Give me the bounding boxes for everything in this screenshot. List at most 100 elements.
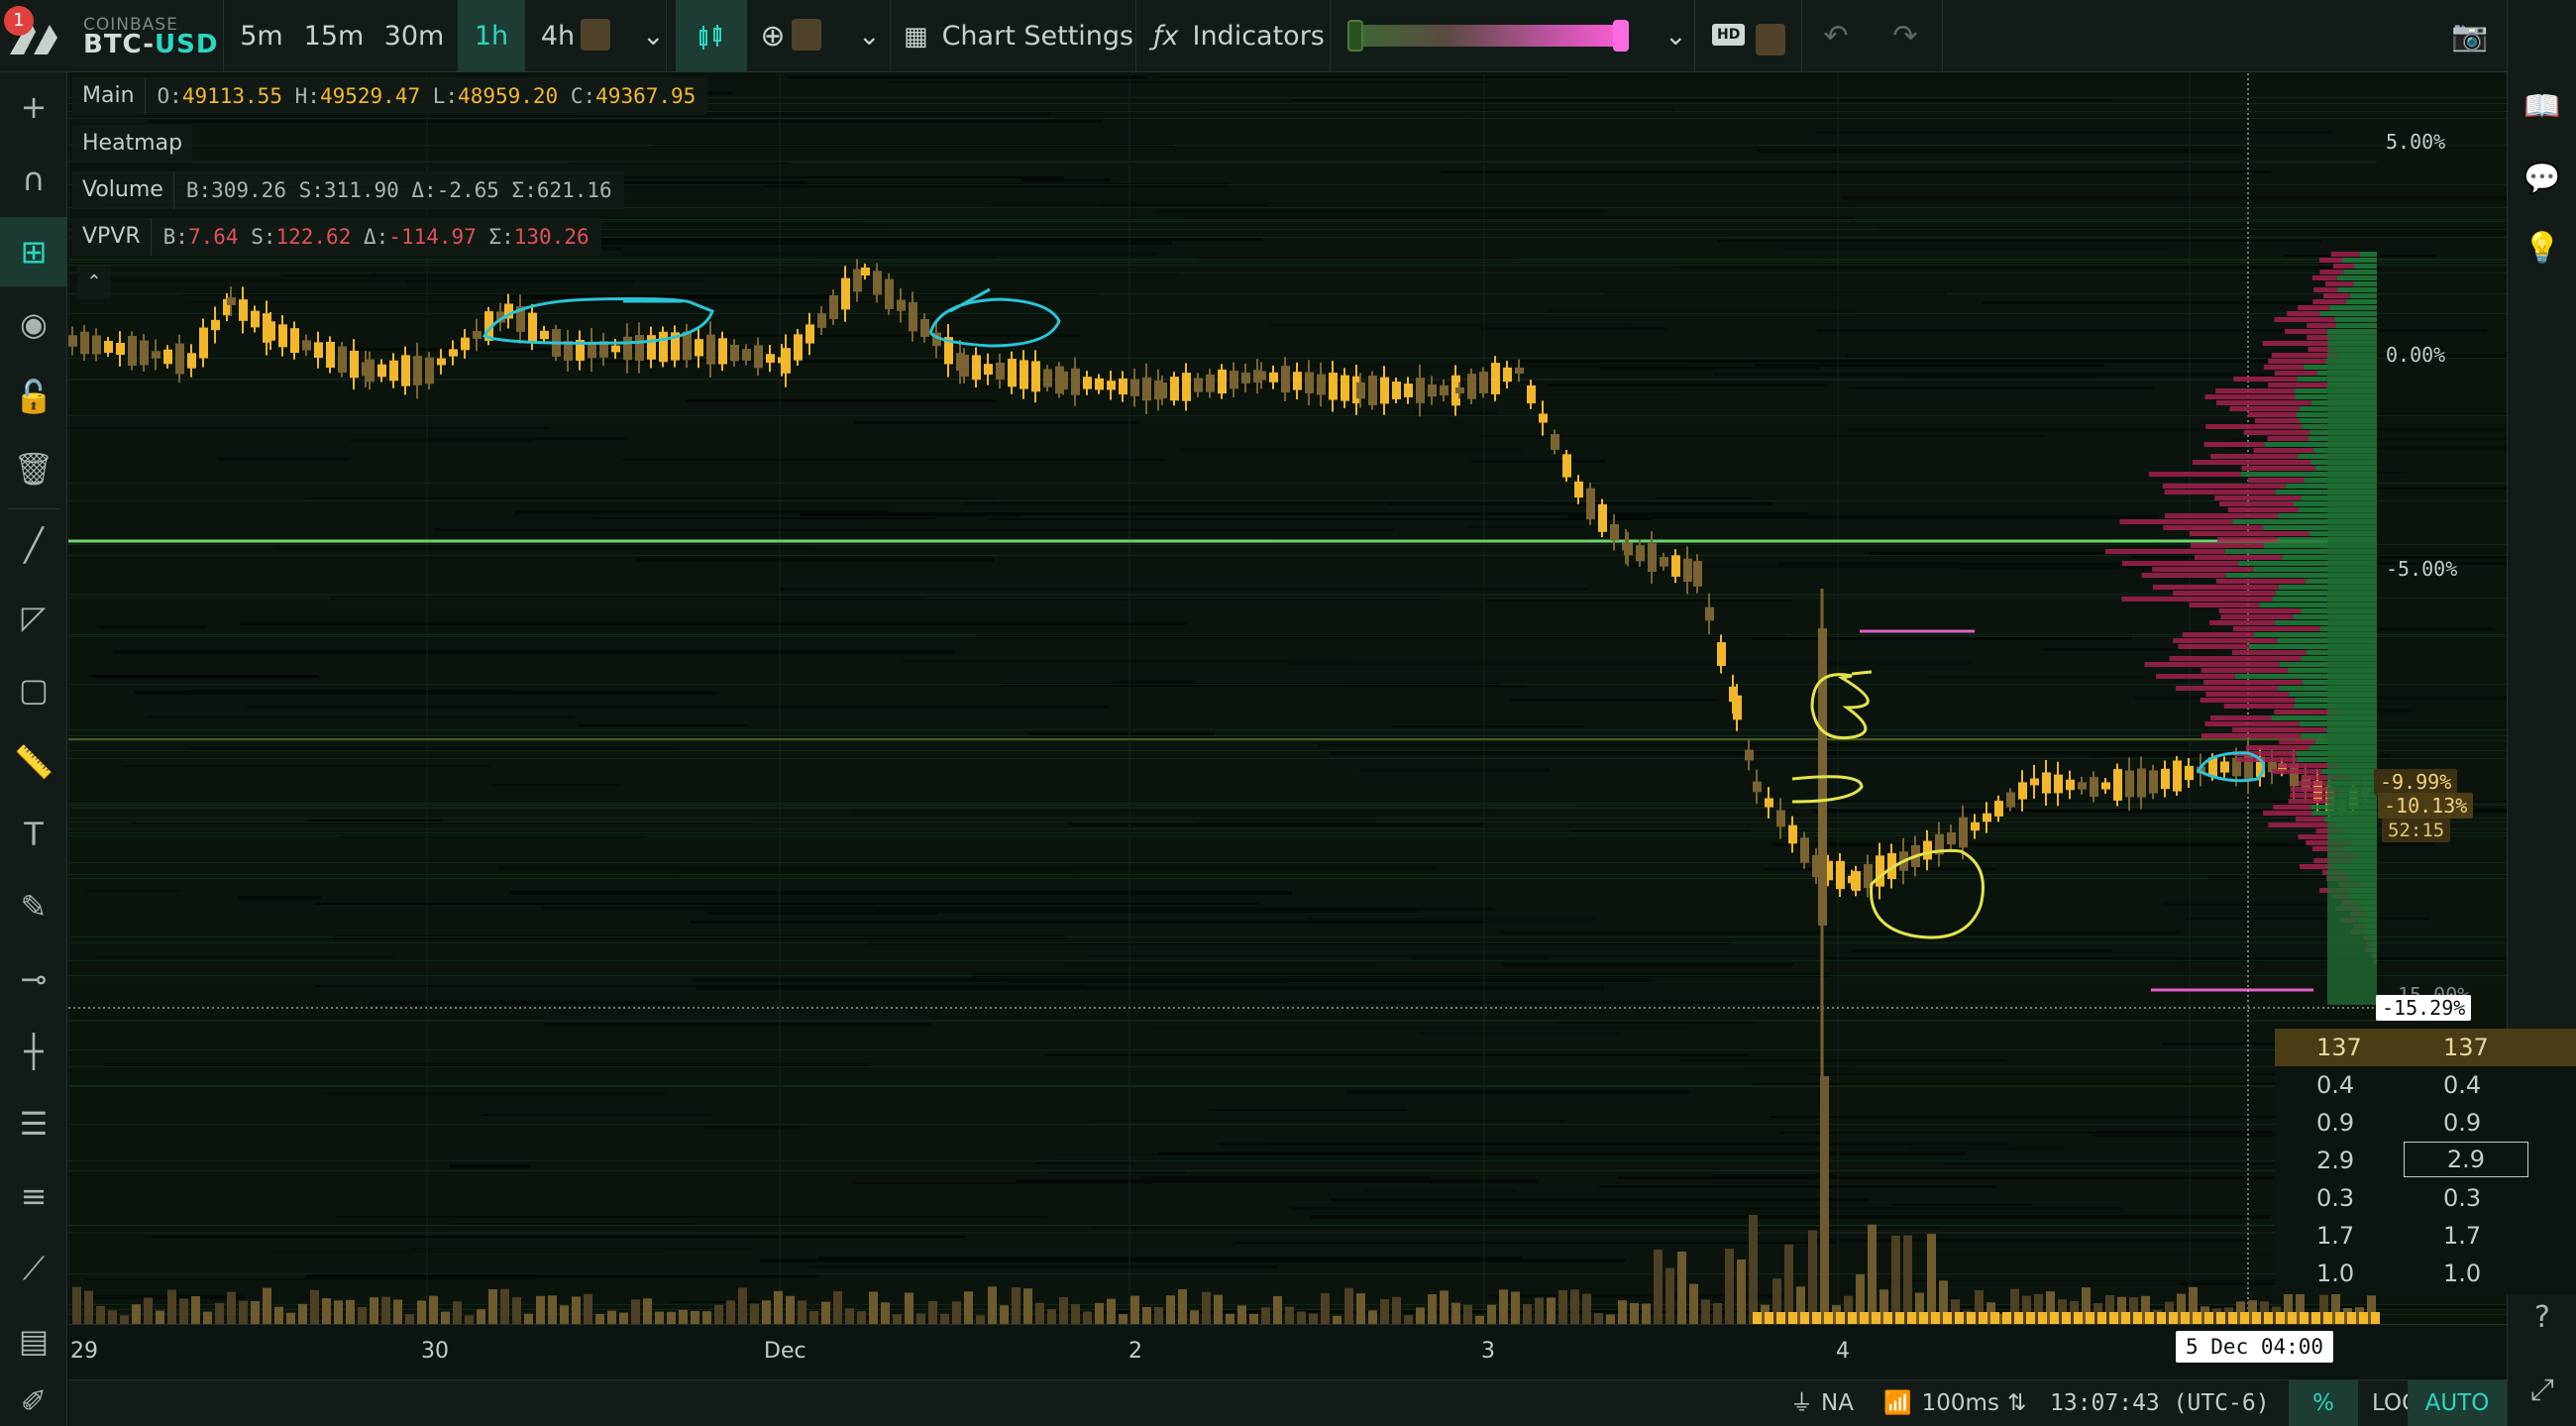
magnet-icon[interactable]: ∩ xyxy=(22,161,46,198)
volume-bar xyxy=(726,1300,735,1324)
chevron-down-icon[interactable]: ⌄ xyxy=(858,21,881,52)
heatmap-band xyxy=(1814,809,2507,813)
time-scale[interactable]: 29 30 Dec 2 3 4 xyxy=(68,1324,2507,1379)
order-book-table[interactable]: 137 137 0.4 0.4 0.9 0.9 2.9 2.9 0.3 0.3 1.7 1.… xyxy=(2275,1029,2576,1294)
layout-icon[interactable]: ⊕ xyxy=(751,0,830,72)
vpvr-bar-buy xyxy=(2336,275,2377,280)
region-indicator[interactable]: ⏚ NA xyxy=(1790,1380,1854,1426)
chat-icon[interactable]: 💬 xyxy=(2523,162,2561,196)
undo-icon[interactable]: ↶ xyxy=(1823,19,1849,54)
fib-fan-icon[interactable]: ◸ xyxy=(21,599,47,636)
indicators-button[interactable]: ƒx Indicators xyxy=(1153,0,1325,72)
heatmap-band xyxy=(407,545,807,547)
chevron-down-icon[interactable]: ⌄ xyxy=(642,21,665,52)
dom-cell: 137 xyxy=(2443,1034,2489,1061)
volume-bar xyxy=(1784,1244,1793,1324)
table-row[interactable]: 137 137 xyxy=(2275,1029,2576,1066)
volume-bar xyxy=(179,1298,188,1324)
slider-handle-low[interactable] xyxy=(1347,20,1363,52)
drawing-toolbar: + ∩ ⊞ ◉ 🔓 🗑 ╱ ◸ ▢ 📏 T ✎ ⊸ ┼ ☰ ≡ ⟋ ▤ ✐ xyxy=(0,72,67,1426)
volume-bar xyxy=(1237,1305,1246,1324)
volume-bar xyxy=(310,1289,319,1324)
percent-toggle[interactable]: % xyxy=(2289,1380,2358,1426)
timeframe-5m[interactable]: 5m xyxy=(240,21,283,52)
redo-icon[interactable]: ↷ xyxy=(1892,19,1918,54)
heatmap-band xyxy=(247,706,1109,709)
candle-body xyxy=(1745,749,1754,761)
text-icon[interactable]: T xyxy=(24,816,44,853)
heatmap-chart[interactable] xyxy=(68,73,2507,1324)
table-row[interactable]: 0.3 0.3 xyxy=(2275,1179,2576,1217)
vpvr-bar-buy xyxy=(2259,603,2377,607)
trash-icon[interactable]: 🗑 xyxy=(13,450,54,488)
candlestick-icon[interactable] xyxy=(676,0,747,72)
volume-bar xyxy=(1642,1303,1651,1324)
volume-bar-buy xyxy=(2240,1312,2249,1324)
candle-body xyxy=(2173,760,2182,792)
heatmap-band xyxy=(621,459,1165,461)
legend-heatmap[interactable]: Heatmap xyxy=(72,125,193,163)
volume-bar xyxy=(905,1292,913,1324)
notes-icon[interactable]: ▤ xyxy=(18,1322,50,1360)
hd-toggle[interactable]: HD xyxy=(1712,24,1746,46)
freehand-drawing xyxy=(928,287,1061,348)
list-icon[interactable]: ☰ xyxy=(19,1105,49,1143)
edit-icon[interactable]: ✐ xyxy=(20,1382,48,1420)
freehand-drawing xyxy=(2196,751,2266,783)
vpvr-delta-key: Δ: xyxy=(364,225,389,249)
volume-bar xyxy=(322,1298,331,1324)
ruler-icon[interactable]: 📏 xyxy=(14,743,54,781)
chart-settings-button[interactable]: ▦ Chart Settings xyxy=(904,0,1133,72)
heatmap-level xyxy=(68,111,2507,112)
latency-indicator[interactable]: 📶 100ms ⇅ xyxy=(1883,1380,2026,1426)
timeframe-1h[interactable]: 1h xyxy=(458,0,525,72)
order-book-icon[interactable]: ≡ xyxy=(20,1177,48,1215)
volume-bar-buy xyxy=(2347,1312,2356,1324)
heatmap-range-slider[interactable] xyxy=(1347,25,1627,47)
auto-toggle[interactable]: AUTO xyxy=(2408,1380,2507,1426)
help-icon[interactable]: ? xyxy=(2534,1300,2550,1335)
chevron-up-icon[interactable]: ⌃ xyxy=(77,266,111,299)
heatmap-band xyxy=(369,1001,689,1005)
timeframe-15m[interactable]: 15m xyxy=(303,21,365,52)
candle-body xyxy=(1671,555,1680,577)
heatmap-level xyxy=(68,960,2507,961)
legend-volume[interactable]: Volume B:309.26 S:311.90 Δ:-2.65 Σ:621.1… xyxy=(72,171,624,209)
book-icon[interactable]: 📖 xyxy=(2523,89,2561,124)
vertical-line-icon[interactable]: ┼ xyxy=(24,1033,44,1070)
table-row[interactable]: 2.9 2.9 xyxy=(2275,1142,2576,1179)
heatmap-tool-icon[interactable]: ⊞ xyxy=(0,217,67,286)
slider-handle-high[interactable] xyxy=(1613,20,1629,52)
camera-icon[interactable]: 📷 xyxy=(2451,19,2489,54)
candle-body xyxy=(1059,371,1068,390)
timeframe-30m[interactable]: 30m xyxy=(383,21,445,52)
table-row[interactable]: 0.9 0.9 xyxy=(2275,1104,2576,1142)
horizontal-ray-icon[interactable]: ⊸ xyxy=(20,960,48,998)
lightbulb-icon[interactable]: 💡 xyxy=(2523,231,2561,266)
vpvr-bar-sell xyxy=(2298,834,2330,839)
table-row[interactable]: 1.7 1.7 xyxy=(2275,1217,2576,1255)
vpvr-value-area xyxy=(2327,331,2377,1005)
pencil-line-icon[interactable]: ⟋ xyxy=(22,1250,46,1287)
timeframe-4h[interactable]: 4h xyxy=(531,0,620,72)
legend-vpvr[interactable]: VPVR B:7.64 S:122.62 Δ:-114.97 Σ:130.26 xyxy=(72,218,601,256)
chart-pane[interactable] xyxy=(68,73,2507,1379)
candle-body xyxy=(2256,756,2265,778)
rectangle-icon[interactable]: ▢ xyxy=(18,671,50,709)
candle-body xyxy=(817,313,826,328)
volume-bar xyxy=(679,1309,688,1324)
notification-badge[interactable]: 1 xyxy=(4,6,34,36)
brush-icon[interactable]: ✎ xyxy=(20,888,48,926)
symbol-selector[interactable]: BTC-USD xyxy=(83,30,218,59)
table-row[interactable]: 1.0 1.0 xyxy=(2275,1255,2576,1292)
crosshair-icon[interactable]: + xyxy=(20,88,48,126)
legend-main[interactable]: Main O:49113.55 H:49529.47 L:48959.20 C:… xyxy=(72,77,708,115)
heatmap-band xyxy=(621,252,1156,256)
chevron-down-icon[interactable]: ⌄ xyxy=(1664,21,1687,52)
table-row[interactable]: 0.4 0.4 xyxy=(2275,1066,2576,1104)
eye-icon[interactable]: ◉ xyxy=(20,305,48,343)
clock-label[interactable]: 13:07:43 (UTC-6) xyxy=(2050,1390,2270,1416)
lock-icon[interactable]: 🔓 xyxy=(14,378,54,415)
expand-icon[interactable]: ⤢ xyxy=(2530,1372,2554,1407)
trend-line-icon[interactable]: ╱ xyxy=(24,526,44,564)
